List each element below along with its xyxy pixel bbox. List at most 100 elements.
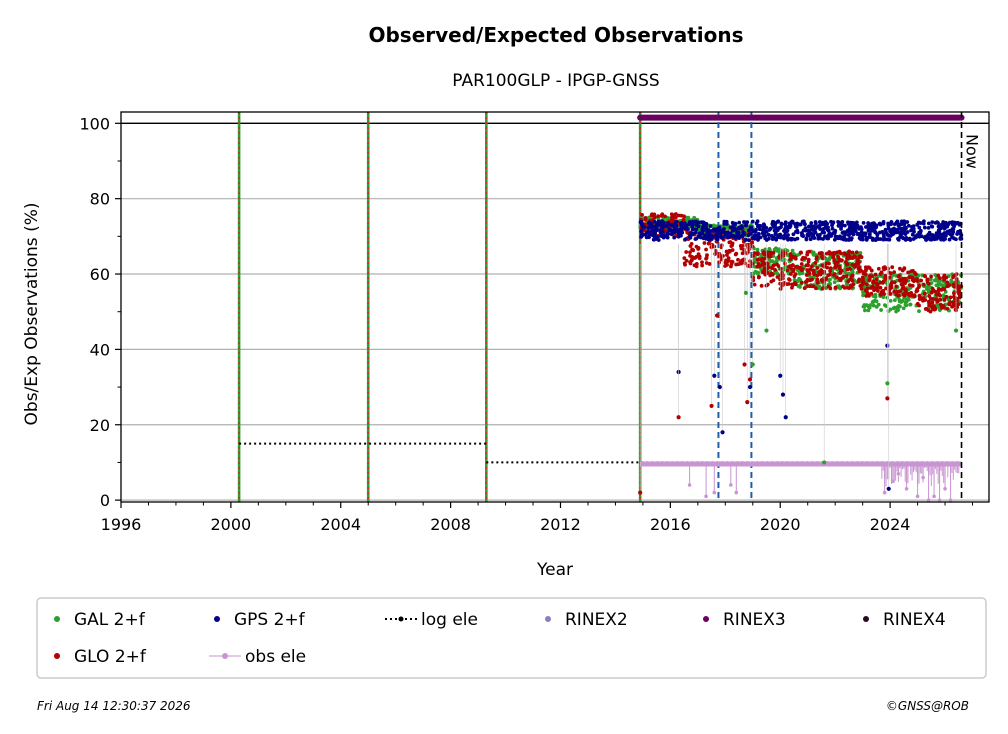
point-glo (700, 260, 704, 265)
point-glo (693, 256, 697, 260)
point-glo (797, 266, 802, 271)
point-glo (793, 282, 798, 287)
point-gps (787, 221, 792, 226)
point-glo (925, 277, 930, 282)
point-glo (952, 291, 956, 296)
point-glo (751, 278, 756, 283)
point-gps (950, 235, 954, 240)
outlier-point (709, 403, 714, 409)
obs-ele-point (704, 494, 708, 499)
point-glo (954, 277, 959, 281)
point-gal (881, 295, 886, 300)
point-glo (799, 280, 804, 285)
point-gps (827, 231, 832, 236)
point-gps (777, 226, 782, 230)
point-gps (763, 233, 768, 238)
point-gps (936, 232, 941, 236)
point-gps (807, 224, 812, 229)
legend-log-ele-marker-dot (398, 616, 404, 622)
footer-credit: ©GNSS@ROB (886, 699, 969, 713)
point-gps (954, 221, 959, 226)
point-glo (778, 286, 783, 291)
point-glo (847, 249, 852, 254)
point-glo (851, 282, 856, 287)
point-glo (853, 264, 857, 269)
point-gps (746, 238, 751, 242)
point-gps (658, 228, 663, 233)
point-glo (779, 266, 783, 271)
x-tick-label-5: 2016 (650, 515, 691, 534)
point-gps (900, 229, 904, 234)
point-glo (867, 266, 872, 270)
obs-ele-point (926, 498, 931, 502)
point-gps (816, 234, 821, 239)
point-gps (737, 220, 742, 225)
point-gps (861, 220, 866, 225)
point-glo (643, 217, 648, 222)
point-glo (886, 266, 890, 271)
point-glo (894, 284, 899, 289)
outlier-point (745, 400, 750, 405)
point-glo (767, 254, 772, 259)
outlier-point (742, 362, 747, 367)
point-glo (676, 213, 681, 218)
legend-rinex3-marker (703, 616, 709, 622)
point-glo (682, 214, 686, 219)
point-glo (685, 230, 690, 235)
y-axis-ticks: 0 20 40 60 80 100 (79, 114, 121, 510)
point-glo (869, 286, 874, 290)
outlier-point (953, 328, 959, 333)
point-gps (863, 231, 867, 236)
point-gal (755, 247, 760, 252)
point-glo (820, 256, 825, 261)
point-glo (808, 267, 813, 272)
point-glo (821, 279, 826, 284)
outlier-point (822, 460, 827, 465)
point-glo (892, 270, 897, 275)
point-glo (936, 288, 941, 293)
point-gps (883, 227, 888, 232)
point-glo (819, 251, 824, 255)
point-gps (747, 228, 751, 233)
point-gps (867, 222, 872, 227)
outlier-point (778, 373, 783, 378)
point-glo (752, 251, 757, 255)
point-gps (674, 227, 679, 232)
point-glo (690, 247, 695, 252)
point-gal (904, 297, 909, 302)
point-gal (827, 256, 832, 261)
point-glo (845, 285, 850, 290)
point-glo (945, 306, 950, 311)
point-glo (650, 212, 654, 217)
point-gps (701, 236, 706, 241)
point-glo (848, 266, 852, 271)
point-gps (817, 223, 822, 228)
point-gps (947, 220, 952, 225)
point-gps (954, 237, 958, 242)
point-gal (844, 282, 849, 287)
point-gps (672, 235, 677, 240)
point-gps (882, 234, 886, 239)
point-gps (794, 224, 798, 229)
point-glo (765, 270, 769, 275)
point-gps (881, 220, 886, 224)
point-gps (764, 229, 769, 234)
point-gps (921, 221, 926, 226)
point-glo (922, 291, 927, 296)
point-glo (738, 243, 743, 248)
point-glo (952, 302, 957, 307)
legend-gps-2-f-label: GPS 2+f (234, 610, 306, 630)
point-glo (663, 214, 667, 219)
obs-ele-point (948, 498, 953, 502)
point-gps (697, 234, 701, 239)
point-gps (693, 237, 698, 241)
point-gps (922, 225, 927, 230)
outlier-point (720, 430, 725, 435)
point-glo (896, 293, 901, 298)
obs-ele-point (904, 487, 909, 491)
point-gps (684, 226, 689, 231)
point-gal (864, 303, 869, 308)
point-glo (807, 284, 812, 289)
y-tick-label-5: 100 (79, 114, 110, 133)
point-gps (864, 225, 868, 229)
